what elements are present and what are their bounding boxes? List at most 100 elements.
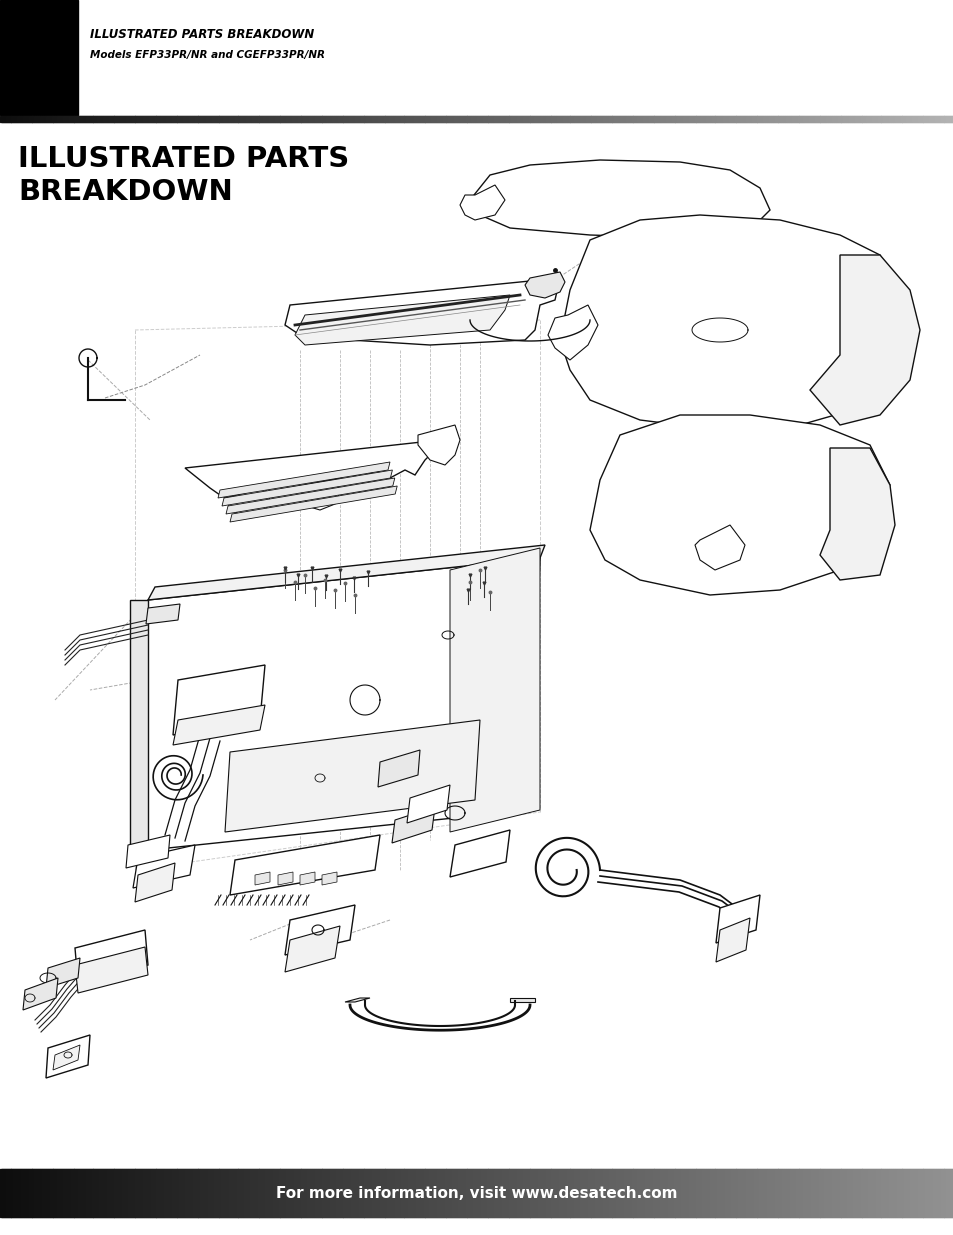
Bar bbox=[821, 116, 824, 122]
Bar bbox=[299, 116, 302, 122]
Polygon shape bbox=[130, 600, 148, 852]
Bar bbox=[600, 116, 603, 122]
Bar bbox=[76, 116, 79, 122]
Bar bbox=[732, 1170, 735, 1216]
Bar bbox=[116, 1170, 119, 1216]
Polygon shape bbox=[172, 705, 265, 745]
Bar bbox=[379, 1170, 382, 1216]
Bar bbox=[528, 116, 531, 122]
Bar bbox=[917, 1170, 920, 1216]
Bar bbox=[568, 116, 571, 122]
Bar bbox=[421, 116, 424, 122]
Bar bbox=[943, 116, 946, 122]
Bar bbox=[572, 116, 575, 122]
Bar bbox=[112, 1170, 115, 1216]
Bar bbox=[614, 116, 617, 122]
Bar bbox=[274, 1170, 277, 1216]
Bar bbox=[545, 1170, 548, 1216]
Bar bbox=[410, 1170, 413, 1216]
Bar bbox=[435, 1170, 437, 1216]
Bar bbox=[894, 1170, 897, 1216]
Bar bbox=[801, 1170, 803, 1216]
Bar bbox=[257, 1170, 260, 1216]
Bar bbox=[229, 116, 232, 122]
Bar bbox=[385, 116, 388, 122]
Bar bbox=[736, 116, 739, 122]
Bar bbox=[40, 116, 43, 122]
Bar bbox=[557, 116, 559, 122]
Bar bbox=[743, 1170, 746, 1216]
Bar bbox=[905, 1170, 908, 1216]
Bar bbox=[675, 1170, 678, 1216]
Bar bbox=[343, 1170, 346, 1216]
Bar bbox=[566, 116, 569, 122]
Polygon shape bbox=[146, 604, 180, 624]
Bar bbox=[90, 1170, 92, 1216]
Polygon shape bbox=[450, 830, 510, 877]
Bar bbox=[795, 116, 798, 122]
Bar bbox=[497, 116, 500, 122]
Bar bbox=[103, 116, 106, 122]
Text: Models EFP33PR/NR and CGEFP33PR/NR: Models EFP33PR/NR and CGEFP33PR/NR bbox=[90, 49, 325, 61]
Bar bbox=[654, 1170, 657, 1216]
Bar bbox=[949, 1170, 952, 1216]
Bar bbox=[947, 1170, 950, 1216]
Bar bbox=[541, 116, 544, 122]
Bar bbox=[356, 1170, 359, 1216]
Bar bbox=[631, 116, 634, 122]
Bar bbox=[606, 1170, 609, 1216]
Polygon shape bbox=[294, 295, 510, 345]
Bar bbox=[579, 116, 582, 122]
Bar bbox=[273, 1170, 275, 1216]
Bar bbox=[600, 1170, 603, 1216]
Bar bbox=[179, 116, 182, 122]
Bar bbox=[663, 1170, 666, 1216]
Bar bbox=[93, 1170, 96, 1216]
Bar bbox=[463, 116, 466, 122]
Bar bbox=[80, 1170, 83, 1216]
Bar bbox=[162, 1170, 165, 1216]
Bar bbox=[414, 1170, 416, 1216]
Bar bbox=[196, 1170, 199, 1216]
Bar bbox=[234, 1170, 237, 1216]
Bar bbox=[841, 1170, 843, 1216]
Bar bbox=[99, 116, 102, 122]
Bar bbox=[694, 1170, 697, 1216]
Bar bbox=[55, 116, 58, 122]
Polygon shape bbox=[75, 947, 148, 993]
Bar bbox=[162, 116, 165, 122]
Bar bbox=[595, 116, 598, 122]
Bar bbox=[715, 1170, 718, 1216]
Bar bbox=[844, 116, 847, 122]
Bar bbox=[444, 1170, 447, 1216]
Bar bbox=[25, 1170, 28, 1216]
Polygon shape bbox=[716, 918, 749, 962]
Bar bbox=[259, 1170, 262, 1216]
Bar bbox=[522, 116, 525, 122]
Bar bbox=[738, 116, 740, 122]
Bar bbox=[473, 116, 476, 122]
Bar bbox=[879, 1170, 882, 1216]
Bar bbox=[38, 116, 41, 122]
Bar bbox=[154, 116, 157, 122]
Bar bbox=[726, 1170, 729, 1216]
Bar bbox=[741, 116, 744, 122]
Bar bbox=[36, 1170, 39, 1216]
Polygon shape bbox=[132, 845, 194, 888]
Bar bbox=[827, 116, 830, 122]
Polygon shape bbox=[459, 185, 504, 220]
Bar bbox=[751, 116, 754, 122]
Bar bbox=[217, 116, 220, 122]
Bar bbox=[539, 1170, 542, 1216]
Bar bbox=[116, 116, 119, 122]
Bar bbox=[896, 116, 899, 122]
Bar bbox=[494, 116, 497, 122]
Bar bbox=[610, 1170, 613, 1216]
Bar bbox=[297, 116, 300, 122]
Bar bbox=[789, 116, 792, 122]
Bar bbox=[183, 1170, 186, 1216]
Bar bbox=[71, 116, 73, 122]
Bar bbox=[139, 1170, 142, 1216]
Bar bbox=[488, 1170, 491, 1216]
Bar bbox=[690, 116, 693, 122]
